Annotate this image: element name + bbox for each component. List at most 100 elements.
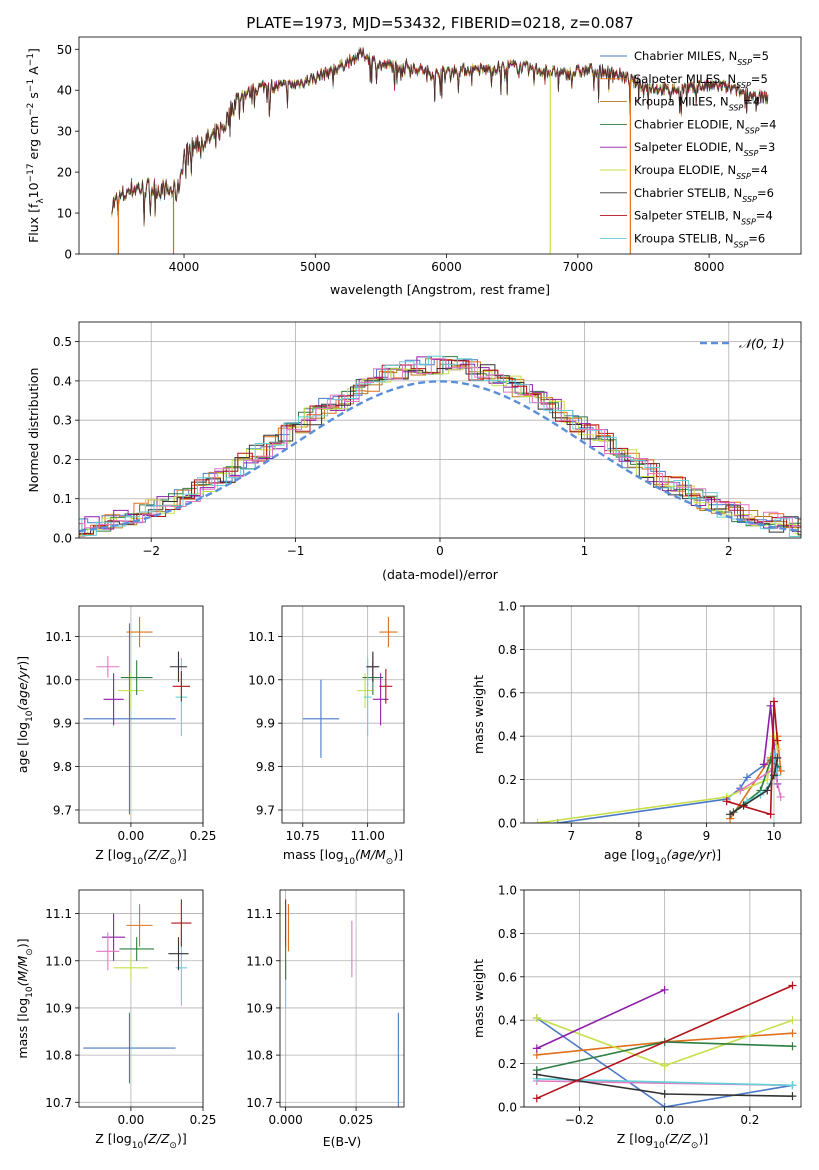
weight-point-marker xyxy=(742,773,751,782)
y-tick-label: 1.0 xyxy=(498,600,517,614)
y-tick-label: 0.0 xyxy=(498,1101,517,1115)
weight-point-marker xyxy=(788,1016,797,1025)
y-tick-label: 11.0 xyxy=(246,954,273,968)
weight-point-marker xyxy=(660,1061,669,1070)
weight-point-marker xyxy=(788,1029,797,1038)
weight-point-marker xyxy=(660,1103,669,1107)
x-tick-label: 6000 xyxy=(431,260,462,274)
weight-point-marker xyxy=(788,981,797,990)
legend-label: Kroupa MILES, NSSP=4 xyxy=(634,95,760,113)
histogram-series xyxy=(79,355,801,537)
x-tick-label: 0.0 xyxy=(655,1113,674,1127)
y-tick-label: 10.9 xyxy=(246,1001,273,1015)
weight-point-marker xyxy=(773,736,782,745)
x-tick-label: 0.025 xyxy=(339,1113,373,1127)
axes-frame xyxy=(281,605,405,824)
mass-vs-extinction-panel: 0.000 0.025 10.7 10.8 10.9 11.0 11.1 E(B-V) xyxy=(246,889,405,1149)
y-tick-label: 9.9 xyxy=(53,717,72,731)
legend: 𝒩(0, 1) xyxy=(700,336,785,351)
weight-point-marker xyxy=(532,1044,541,1053)
x-tick-label: 8 xyxy=(635,829,643,843)
legend-label: Kroupa STELIB, NSSP=6 xyxy=(634,231,765,249)
y-tick-label: 10.0 xyxy=(45,673,72,687)
x-tick-label: 0.000 xyxy=(268,1113,302,1127)
x-tick-label: 0 xyxy=(436,544,444,558)
legend-label: Salpeter MILES, NSSP=5 xyxy=(634,72,768,90)
y-tick-label: 40 xyxy=(57,84,72,98)
y-tick-label: 11.1 xyxy=(45,907,72,921)
weight-point-marker xyxy=(532,1070,541,1079)
x-tick-label: 2 xyxy=(725,544,733,558)
y-axis-label: mass [log10(M/M⊙)] xyxy=(15,938,35,1058)
y-tick-label: 20 xyxy=(57,166,72,180)
normal-reference-curve xyxy=(79,380,801,533)
plot-area xyxy=(111,46,769,254)
y-tick-label: 0.4 xyxy=(53,374,72,388)
y-tick-label: 11.0 xyxy=(45,954,72,968)
axes-frame xyxy=(523,889,802,1108)
y-tick-label: 0 xyxy=(64,248,72,262)
x-axis-label: (data-model)/error xyxy=(382,567,499,582)
y-tick-label: 0.8 xyxy=(498,643,517,657)
x-tick-label: 0.00 xyxy=(118,829,145,843)
weight-point-marker xyxy=(759,760,768,769)
x-axis-label: Z [log10(Z/Z⊙)] xyxy=(95,847,186,867)
x-axis-label: Z [log10(Z/Z⊙)] xyxy=(95,1131,186,1151)
legend-label: Salpeter ELODIE, NSSP=3 xyxy=(634,140,775,158)
y-tick-label: 0.3 xyxy=(53,414,72,428)
y-tick-label: 0.6 xyxy=(498,686,517,700)
x-tick-label: 0.00 xyxy=(118,1113,145,1127)
histogram-series xyxy=(79,358,801,529)
weight-point-marker xyxy=(788,1081,797,1090)
x-tick-label: −1 xyxy=(287,544,305,558)
y-tick-label: 10.8 xyxy=(45,1049,72,1063)
legend-label: Salpeter STELIB, NSSP=4 xyxy=(634,209,773,227)
y-tick-label: 11.1 xyxy=(246,907,273,921)
weight-series-line xyxy=(726,701,779,816)
y-tick-label: 9.8 xyxy=(53,760,72,774)
weight-point-marker xyxy=(776,766,785,775)
plot-area xyxy=(532,981,797,1107)
x-tick-label: 8000 xyxy=(694,260,725,274)
y-tick-label: 9.8 xyxy=(256,760,275,774)
legend-label: Kroupa ELODIE, NSSP=4 xyxy=(634,163,768,181)
axes-frame xyxy=(279,889,405,1108)
y-tick-label: 10.8 xyxy=(246,1049,273,1063)
y-tick-label: 0.2 xyxy=(498,1057,517,1071)
x-tick-label: 5000 xyxy=(300,260,331,274)
x-tick-label: 4000 xyxy=(169,260,200,274)
y-tick-label: 10.9 xyxy=(45,1001,72,1015)
mass-vs-metallicity-panel: 0.00 0.25 10.7 10.8 10.9 11.0 11.1 Z [log10(Z/Z… xyxy=(15,889,217,1151)
axes-frame xyxy=(78,36,802,255)
y-tick-label: 10.1 xyxy=(45,630,72,644)
y-tick-label: 10.7 xyxy=(246,1096,273,1110)
weight-point-marker xyxy=(773,753,782,762)
y-tick-label: 50 xyxy=(57,43,72,57)
x-tick-label: 11.00 xyxy=(350,829,384,843)
x-axis-label: Z [log10(Z/Z⊙)] xyxy=(617,1131,708,1151)
y-axis-label: mass weight xyxy=(471,959,486,1038)
y-tick-label: 1.0 xyxy=(498,884,517,898)
legend-label: Chabrier ELODIE, NSSP=4 xyxy=(634,117,776,135)
axes-frame xyxy=(78,889,204,1108)
y-tick-label: 0.2 xyxy=(53,453,72,467)
y-tick-label: 0.8 xyxy=(498,927,517,941)
x-tick-label: −2 xyxy=(142,544,160,558)
axes-frame xyxy=(78,605,204,824)
mass-weight-vs-metallicity-panel: −0.2 0.0 0.2 0.0 0.2 0.4 0.6 0.8 1.0 Z [log10(Z/Z… xyxy=(471,884,802,1151)
y-tick-label: 0.0 xyxy=(498,817,517,831)
histogram-series xyxy=(79,366,801,537)
x-tick-label: 7 xyxy=(567,829,575,843)
y-tick-label: 10.1 xyxy=(248,630,275,644)
weight-point-marker xyxy=(788,1042,797,1051)
x-tick-label: 1 xyxy=(581,544,589,558)
weight-point-marker xyxy=(726,810,735,819)
weight-series-line xyxy=(536,984,793,1100)
y-tick-label: 0.0 xyxy=(53,532,72,546)
x-tick-label: 10 xyxy=(766,829,781,843)
y-tick-label: 9.9 xyxy=(256,717,275,731)
x-tick-label: 0.25 xyxy=(190,1113,217,1127)
y-axis-label: mass weight xyxy=(471,675,486,754)
y-tick-label: 0.5 xyxy=(53,335,72,349)
